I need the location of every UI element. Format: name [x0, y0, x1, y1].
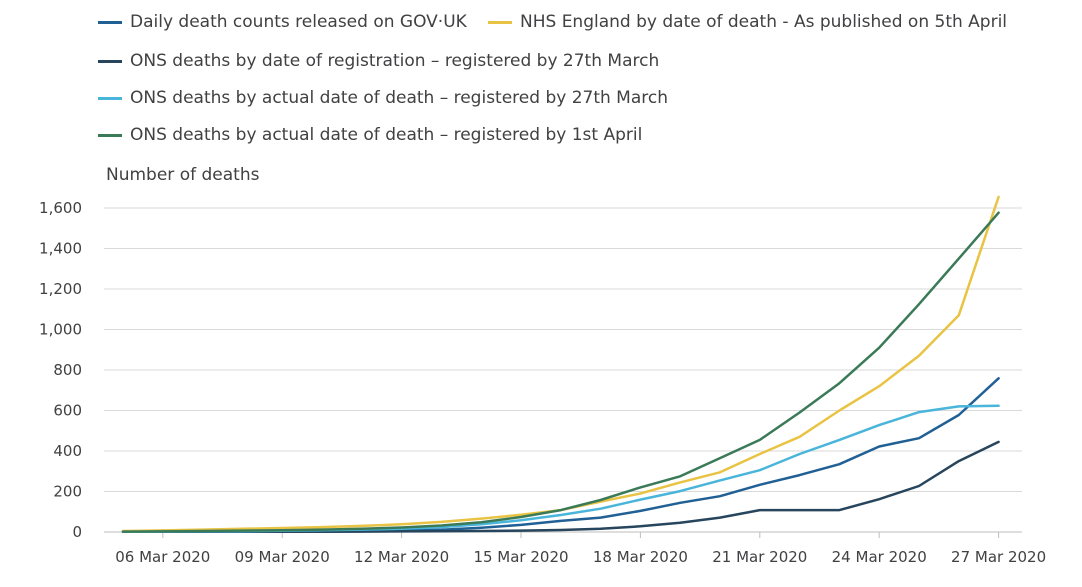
series-line-1: [121, 377, 1000, 534]
y-tick-label: 1,400: [39, 240, 82, 258]
series-lines: [121, 195, 1000, 534]
y-tick-label: 200: [53, 483, 82, 501]
legend-item-govuk: Daily death counts released on GOV·UK: [98, 12, 467, 32]
y-tick-label: 400: [53, 442, 82, 460]
legend-swatch: [98, 96, 122, 100]
legend-item-ons-actual-27march: ONS deaths by actual date of death – reg…: [98, 88, 668, 108]
y-tick-label: 600: [53, 402, 82, 420]
y-tick-label: 0: [72, 523, 82, 541]
chart-legend: Daily death counts released on GOV·UK NH…: [0, 0, 1082, 160]
y-axis-label: Number of deaths: [106, 165, 260, 185]
series-line-2: [121, 195, 1000, 533]
y-axis-ticks: 0 200 400 600 800 1,000 1,200 1,400 1,600: [39, 199, 82, 541]
x-tick-label: 09 Mar 2020: [235, 548, 330, 566]
legend-label: ONS deaths by date of registration – reg…: [130, 51, 660, 71]
legend-swatch: [488, 20, 512, 24]
y-tick-label: 1,600: [39, 199, 82, 217]
y-tick-label: 1,200: [39, 280, 82, 298]
x-tick-label: 27 Mar 2020: [951, 548, 1046, 566]
x-tick-label: 12 Mar 2020: [354, 548, 449, 566]
series-line-3: [121, 440, 1000, 534]
legend-label: NHS England by date of death - As publis…: [520, 12, 1008, 32]
x-tick-label: 21 Mar 2020: [712, 548, 807, 566]
legend-item-ons-registration: ONS deaths by date of registration – reg…: [98, 51, 659, 71]
legend-label: ONS deaths by actual date of death – reg…: [130, 88, 668, 108]
x-tick-label: 15 Mar 2020: [473, 548, 568, 566]
x-axis: 06 Mar 2020 09 Mar 2020 12 Mar 2020 15 Mar …: [104, 531, 1046, 566]
x-tick-label: 06 Mar 2020: [115, 548, 210, 566]
legend-item-ons-actual-1april: ONS deaths by actual date of death – reg…: [98, 125, 642, 145]
legend-swatch: [98, 59, 122, 63]
gridlines: [104, 207, 1022, 492]
x-tick-label: 18 Mar 2020: [593, 548, 688, 566]
legend-label: Daily death counts released on GOV·UK: [130, 12, 467, 32]
legend-label: ONS deaths by actual date of death – reg…: [130, 125, 643, 145]
legend-item-nhs-england: NHS England by date of death - As publis…: [488, 12, 1007, 32]
x-tick-label: 24 Mar 2020: [832, 548, 927, 566]
series-line-4: [121, 404, 1000, 534]
y-tick-label: 1,000: [39, 321, 82, 339]
series-line-5: [121, 211, 1000, 533]
y-tick-label: 800: [53, 361, 82, 379]
legend-swatch: [98, 20, 122, 24]
legend-swatch: [98, 133, 122, 137]
